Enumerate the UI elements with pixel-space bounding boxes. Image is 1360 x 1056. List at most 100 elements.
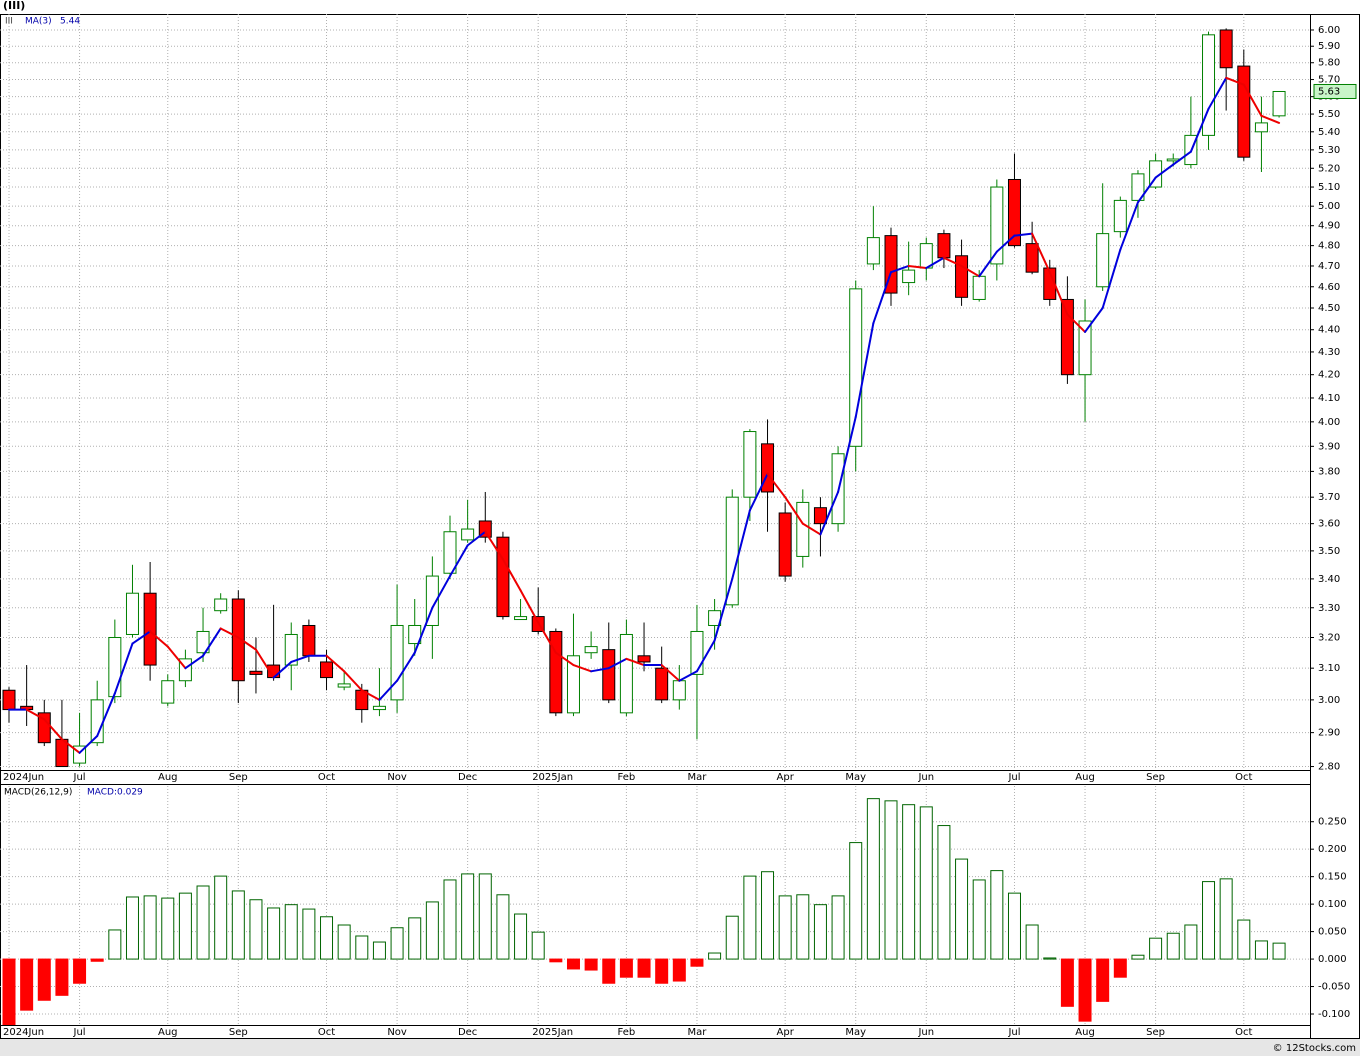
macd-bar [1131, 954, 1145, 960]
y-tick-label: 4.80 [1318, 241, 1340, 252]
y-tick-label: 4.30 [1318, 347, 1340, 358]
ma-segment [572, 664, 593, 673]
ma-segment [819, 490, 840, 536]
macd-bar [108, 929, 122, 960]
y-tick-label: 4.70 [1318, 261, 1340, 272]
macd-bar [1149, 937, 1163, 960]
macd-bar [1166, 932, 1180, 960]
candle-body [461, 528, 475, 541]
y-tick-label: 3.00 [1318, 695, 1340, 706]
y-tick-label: 3.50 [1318, 546, 1340, 557]
x-tick-label: Jul [1007, 772, 1020, 783]
candle-body [1096, 233, 1110, 288]
ma-segment [219, 627, 240, 639]
macd-bar [496, 894, 510, 960]
macd-bar [761, 871, 775, 960]
macd-bar [566, 958, 580, 970]
y-tick-label: 3.60 [1318, 519, 1340, 530]
footer: © 12Stocks.com [1273, 1043, 1356, 1054]
candle-body [1272, 90, 1286, 117]
ma-segment [1225, 76, 1245, 86]
x-tick-label: Jun [917, 1027, 934, 1038]
x-tick-label: 2025Jan [532, 1027, 573, 1038]
candle-body [955, 255, 969, 298]
macd-bar [73, 958, 87, 984]
ma-segment [1154, 163, 1175, 179]
candle-body [284, 633, 298, 666]
candle-body [796, 501, 810, 557]
macd-bar [866, 798, 880, 960]
macd-bar [708, 952, 722, 960]
candle-body [937, 233, 951, 259]
macd-bar [2, 958, 16, 1025]
y-tick-label: 0.000 [1318, 954, 1347, 965]
y-tick-label: 5.70 [1318, 75, 1340, 86]
macd-bar [796, 894, 810, 960]
ma-segment [25, 708, 46, 721]
ma-segment [113, 642, 134, 695]
ma-segment [1242, 83, 1263, 117]
macd-bar [831, 895, 845, 960]
candle-body [1043, 267, 1057, 300]
macd-bar [1096, 958, 1110, 1002]
y-tick-label: 3.40 [1318, 574, 1340, 585]
y-tick-label: 4.20 [1318, 370, 1340, 381]
y-tick-label: 5.50 [1318, 109, 1340, 120]
macd-bar [90, 958, 104, 962]
candle-body [584, 646, 598, 654]
ma-segment [325, 654, 346, 673]
ma-segment [537, 621, 557, 654]
ma-segment [166, 645, 187, 670]
ma-segment [872, 271, 892, 325]
macd-bar [372, 941, 386, 960]
x-tick-label: Aug [158, 772, 178, 783]
x-tick-label: May [845, 1027, 866, 1038]
chart-title: (III) [3, 0, 25, 12]
ma-segment [837, 416, 857, 493]
x-tick-label: Aug [158, 1027, 178, 1038]
x-tick-label: Oct [1235, 772, 1252, 783]
ma-segment [78, 734, 99, 754]
ma-segment [907, 264, 928, 270]
macd-bar [161, 897, 175, 960]
macd-bar [443, 879, 457, 960]
candle-body [690, 630, 704, 675]
candle-body [125, 592, 139, 635]
y-tick-label: 5.00 [1318, 201, 1340, 212]
y-tick-label: 5.30 [1318, 145, 1340, 156]
candle-body [320, 661, 334, 679]
candle-body [196, 630, 210, 654]
y-tick-label: -0.050 [1318, 982, 1350, 993]
candle-body [2, 689, 16, 711]
macd-bar [37, 958, 51, 1001]
candle-body [566, 655, 580, 714]
macd-bar [672, 958, 686, 982]
candle-body [1060, 298, 1074, 376]
x-tick-label: Sep [229, 1027, 248, 1038]
macd-bar [302, 908, 316, 960]
ma-segment [272, 660, 293, 679]
y-tick-label: 0.100 [1318, 899, 1347, 910]
macd-bar [1254, 940, 1268, 960]
macd-bar [919, 806, 933, 960]
candle-body [37, 712, 51, 744]
y-tick-label: 3.10 [1318, 663, 1340, 674]
ma-segment [1207, 76, 1228, 110]
macd-bar [249, 899, 263, 960]
candle-body [249, 670, 263, 675]
macd-bar [337, 924, 351, 960]
x-tick-label: Jul [73, 1027, 86, 1038]
macd-bar [125, 896, 139, 960]
x-tick-label: Jun [917, 772, 934, 783]
macd-bar [461, 873, 475, 960]
x-tick-label: Oct [1235, 1027, 1252, 1038]
x-tick-label: 2024Jun [3, 772, 44, 783]
ma-segment [678, 670, 698, 682]
ma-segment [960, 264, 981, 278]
ma-segment [290, 654, 310, 663]
candle-body [1254, 122, 1268, 133]
y-tick-label: 5.40 [1318, 127, 1340, 138]
macd-bar [1043, 957, 1057, 960]
macd-bar [514, 913, 528, 960]
